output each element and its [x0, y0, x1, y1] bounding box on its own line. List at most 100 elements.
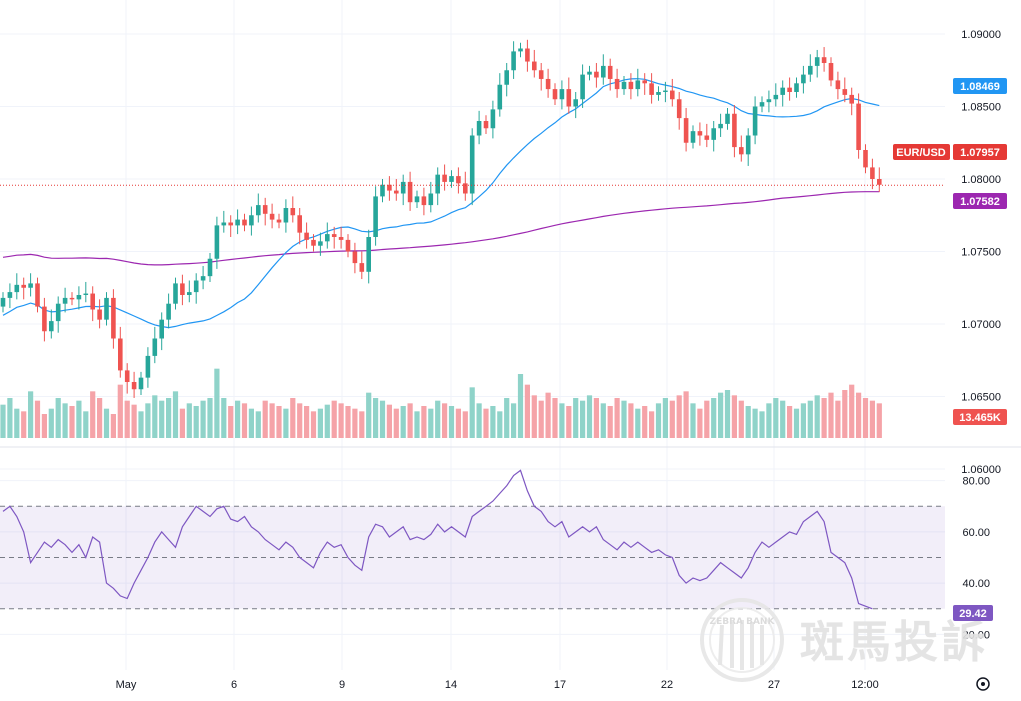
- volume-bar: [814, 395, 820, 438]
- candle-body: [118, 338, 123, 371]
- candle-body: [511, 51, 516, 71]
- volume-bar: [780, 400, 786, 438]
- candle-body: [725, 113, 730, 124]
- candle-body: [828, 63, 834, 81]
- volume-bar: [800, 403, 806, 438]
- volume-bar: [310, 411, 317, 438]
- volume-bar: [0, 404, 6, 438]
- candle-body: [566, 89, 572, 107]
- volume-bar: [469, 387, 475, 438]
- candle-body: [442, 174, 447, 182]
- candle-body: [739, 147, 744, 155]
- svg-text:斑馬投訴: 斑馬投訴: [800, 617, 988, 668]
- candle-body: [421, 196, 427, 206]
- candle-body: [463, 183, 468, 194]
- time-tick-label: 27: [768, 679, 780, 691]
- volume-bar: [573, 398, 579, 438]
- volume-bar: [642, 406, 648, 438]
- candle-body: [124, 370, 130, 382]
- volume-bar: [21, 411, 27, 438]
- candle-body: [104, 297, 109, 320]
- candle-body: [83, 293, 89, 295]
- candle-body: [780, 87, 785, 95]
- candle-body: [97, 309, 102, 320]
- time-tick-label: 22: [661, 679, 673, 691]
- candle-body: [49, 321, 54, 332]
- volume-bar: [69, 406, 75, 438]
- rsi-tick-label: 80.00: [962, 476, 990, 488]
- volume-bar: [524, 384, 530, 438]
- volume-bar: [531, 395, 537, 438]
- volume-bar: [145, 403, 151, 438]
- candle-body: [262, 205, 268, 214]
- volume-bar: [593, 398, 599, 438]
- candle-body: [697, 131, 703, 136]
- settings-icon[interactable]: [976, 677, 990, 691]
- candle-body: [814, 57, 820, 66]
- candle-body: [69, 297, 75, 300]
- candle-body: [400, 181, 406, 194]
- volume-bar: [849, 384, 855, 438]
- candle-body: [55, 303, 61, 322]
- volume-bar: [55, 398, 61, 438]
- candle-body: [870, 167, 875, 179]
- candle-body: [200, 276, 206, 281]
- volume-bar: [290, 398, 296, 438]
- candle-body: [180, 283, 185, 295]
- candle-body: [628, 81, 634, 90]
- time-tick-label: 12:00: [851, 679, 879, 691]
- candle-body: [621, 81, 627, 90]
- time-tick-label: 14: [445, 679, 457, 691]
- ma-fast-line: [2, 78, 880, 329]
- volume-bar: [386, 404, 392, 438]
- candle-body: [42, 306, 47, 332]
- rsi-axis[interactable]: 80.00 60.00 40.00 20.00: [962, 476, 990, 642]
- candle-body: [469, 135, 475, 194]
- candle-body: [745, 135, 751, 155]
- volume-bar: [490, 406, 496, 438]
- volume-bar: [262, 400, 268, 438]
- candlesticks: [0, 39, 882, 398]
- volume-bar: [90, 391, 96, 438]
- candle-body: [545, 78, 551, 90]
- volume-bar: [649, 411, 655, 438]
- candle-body: [304, 232, 309, 240]
- candle-body: [297, 215, 302, 233]
- volume-bar: [400, 406, 406, 438]
- volume-bar: [455, 408, 461, 438]
- candle-body: [856, 103, 861, 150]
- price-axis[interactable]: 1.09000 1.08500 1.08000 1.07500 1.07000 1.065…: [961, 29, 1001, 476]
- candle-body: [573, 99, 578, 107]
- candle-body: [0, 297, 6, 307]
- volume-bar: [607, 406, 613, 438]
- volume-bar: [552, 398, 558, 438]
- volume-bar: [462, 411, 468, 438]
- candle-body: [497, 84, 503, 110]
- volume-bar: [787, 406, 793, 438]
- volume-bar: [379, 400, 386, 438]
- svg-text:ZEBRA BANK: ZEBRA BANK: [710, 617, 776, 627]
- volume-bar: [393, 408, 399, 438]
- candle-body: [635, 80, 641, 90]
- candle-body: [711, 128, 716, 140]
- candle-body: [7, 292, 13, 298]
- candle-body: [877, 179, 882, 185]
- candle-body: [28, 283, 33, 288]
- volume-bar: [835, 400, 841, 438]
- candle-body: [656, 92, 661, 95]
- ma-slow-badge: 1.07582: [953, 193, 1007, 209]
- candle-body: [14, 284, 20, 293]
- candle-body: [476, 121, 482, 136]
- volume-bar: [724, 390, 731, 438]
- time-axis[interactable]: May 6 9 14 17 22 27 12:00: [116, 679, 879, 691]
- volume-label: 13.465K: [959, 412, 1001, 424]
- volume-bar: [269, 403, 275, 438]
- candle-body: [532, 61, 537, 71]
- price-tick-label: 1.08500: [961, 102, 1001, 114]
- candle-body: [614, 78, 620, 90]
- candle-body: [145, 355, 151, 378]
- price-tick-label: 1.07500: [961, 247, 1001, 259]
- price-tick-label: 1.07000: [961, 319, 1001, 331]
- volume-bar: [766, 403, 772, 438]
